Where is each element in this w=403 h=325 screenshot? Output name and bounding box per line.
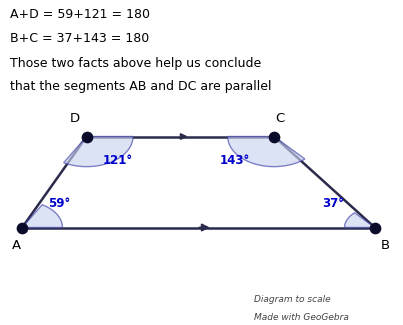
Point — [372, 225, 378, 230]
Polygon shape — [64, 136, 133, 167]
Point — [83, 134, 90, 139]
Text: 121°: 121° — [103, 154, 133, 167]
Text: A+D = 59+121 = 180: A+D = 59+121 = 180 — [10, 8, 150, 21]
Point — [271, 134, 277, 139]
Text: B+C = 37+143 = 180: B+C = 37+143 = 180 — [10, 32, 150, 46]
Point — [19, 225, 25, 230]
Text: 59°: 59° — [48, 197, 71, 210]
Text: Those two facts above help us conclude: Those two facts above help us conclude — [10, 57, 261, 70]
Polygon shape — [345, 213, 375, 227]
Text: 37°: 37° — [322, 197, 345, 210]
Polygon shape — [228, 136, 305, 167]
Text: B: B — [380, 239, 389, 252]
Text: 143°: 143° — [220, 154, 250, 167]
Text: D: D — [69, 112, 80, 125]
Text: C: C — [276, 112, 285, 125]
Text: that the segments AB and DC are parallel: that the segments AB and DC are parallel — [10, 80, 272, 93]
Text: Made with GeoGebra: Made with GeoGebra — [254, 313, 349, 322]
Polygon shape — [22, 205, 62, 228]
Text: Diagram to scale: Diagram to scale — [254, 295, 330, 304]
Text: A: A — [12, 239, 21, 252]
